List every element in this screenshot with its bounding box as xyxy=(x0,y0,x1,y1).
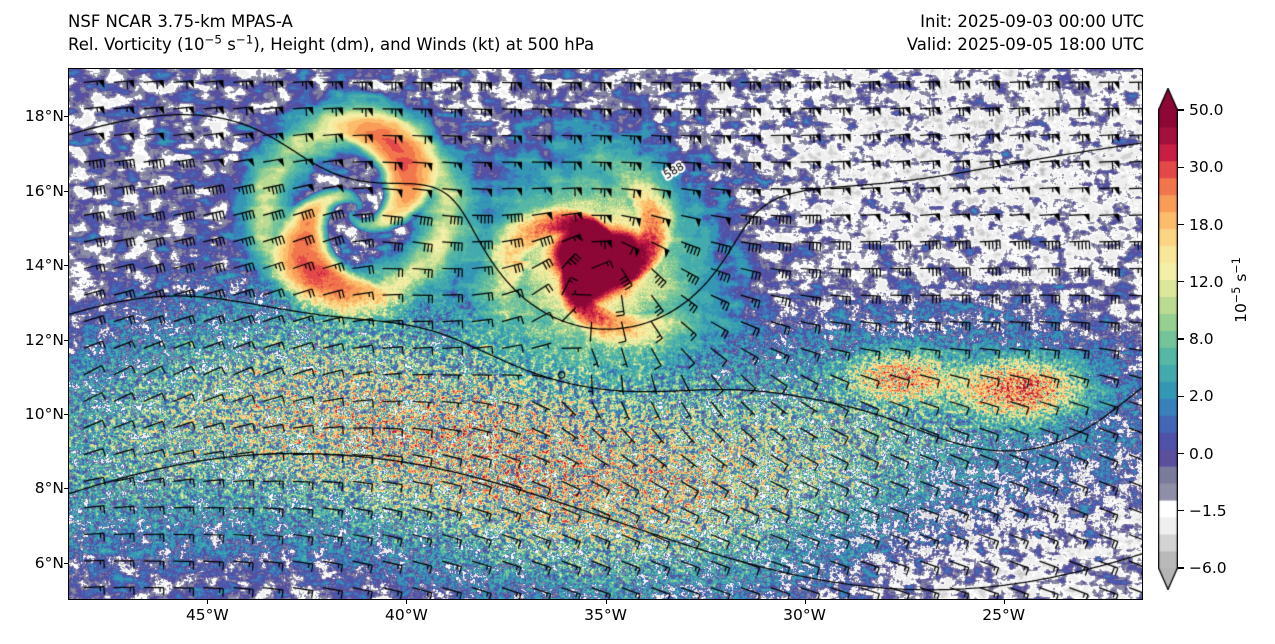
xtick-mark xyxy=(804,600,806,604)
title-variable-line: Rel. Vorticity (10−5 s−1), Height (dm), … xyxy=(68,33,594,56)
xtick-label-35W: 35°W xyxy=(584,606,627,624)
colorbar-tick-mark xyxy=(1178,166,1184,168)
colorbar-tick-label-30: 30.0 xyxy=(1189,158,1224,177)
cbar-unit-sup2: −1 xyxy=(1229,257,1243,274)
colorbar-tick-mark xyxy=(1178,281,1184,283)
colorbar-tick-label-50: 50.0 xyxy=(1189,101,1224,119)
time-stamp-block: Init: 2025-09-03 00:00 UTC Valid: 2025-0… xyxy=(907,10,1144,57)
cbar-unit-mid: s xyxy=(1232,273,1250,287)
valid-time-label: Valid: 2025-09-05 18:00 UTC xyxy=(906,35,1144,55)
cbar-unit-pre: 10 xyxy=(1232,303,1250,323)
colorbar-tick-label-18: 18.0 xyxy=(1189,215,1224,234)
title-var-post: ), Height (dm), and Winds (kt) at 500 hP… xyxy=(253,35,595,55)
colorbar-tick-mark xyxy=(1178,567,1184,569)
ytick-mark xyxy=(64,116,68,118)
colorbar-tick-label-_1_5: −1.5 xyxy=(1189,501,1227,520)
colorbar-tick-mark xyxy=(1178,109,1184,111)
colorbar xyxy=(1158,88,1178,590)
colorbar-tick-mark xyxy=(1178,395,1184,397)
title-var-pre: Rel. Vorticity (10 xyxy=(68,35,205,55)
colorbar-tick-mark xyxy=(1178,452,1184,455)
ytick-mark xyxy=(64,339,68,341)
title-model-line: NSF NCAR 3.75-km MPAS-A xyxy=(68,12,293,31)
ytick-label-10N: 10°N xyxy=(24,404,64,423)
xtick-label-45W: 45°W xyxy=(185,606,229,624)
map-plot-area xyxy=(68,68,1143,600)
ytick-label-12N: 12°N xyxy=(24,330,64,349)
init-time-label: Init: 2025-09-03 00:00 UTC xyxy=(920,12,1144,31)
colorbar-tick-label-0: 0.0 xyxy=(1189,444,1214,463)
ytick-label-16N: 16°N xyxy=(24,181,64,200)
ytick-label-6N: 6°N xyxy=(34,553,64,572)
ytick-label-14N: 14°N xyxy=(24,256,64,275)
ytick-label-8N: 8°N xyxy=(34,479,64,498)
colorbar-tick-mark xyxy=(1178,338,1184,340)
colorbar-tick-label-2: 2.0 xyxy=(1189,387,1214,406)
title-var-mid: s xyxy=(221,35,236,55)
ytick-label-18N: 18°N xyxy=(24,107,64,126)
ytick-mark xyxy=(64,562,68,564)
colorbar-tick-label-12: 12.0 xyxy=(1189,272,1224,291)
ytick-mark xyxy=(64,265,68,267)
ytick-mark xyxy=(64,413,68,415)
vorticity-field-canvas xyxy=(69,69,1142,599)
ytick-mark xyxy=(64,190,68,192)
colorbar-tick-mark xyxy=(1178,510,1184,512)
colorbar-units-label: 10−5 s−1 xyxy=(1229,257,1250,323)
colorbar-tick-label-_6: −6.0 xyxy=(1189,559,1227,577)
chart-title-block: NSF NCAR 3.75-km MPAS-A Rel. Vorticity (… xyxy=(68,10,594,57)
colorbar-tick-label-8: 8.0 xyxy=(1189,330,1214,348)
cbar-unit-sup1: −5 xyxy=(1229,286,1243,304)
xtick-mark xyxy=(605,600,607,604)
xtick-mark xyxy=(1003,600,1005,604)
title-var-sup1: −5 xyxy=(204,32,222,47)
title-var-sup2: −1 xyxy=(235,32,254,47)
xtick-mark xyxy=(406,600,408,604)
colorbar-tick-mark xyxy=(1178,223,1184,226)
xtick-mark xyxy=(207,600,209,604)
xtick-label-40W: 40°W xyxy=(385,606,428,624)
ytick-mark xyxy=(64,488,68,490)
colorbar-gradient xyxy=(1158,88,1178,590)
xtick-label-25W: 25°W xyxy=(982,606,1026,624)
xtick-label-30W: 30°W xyxy=(783,606,826,624)
